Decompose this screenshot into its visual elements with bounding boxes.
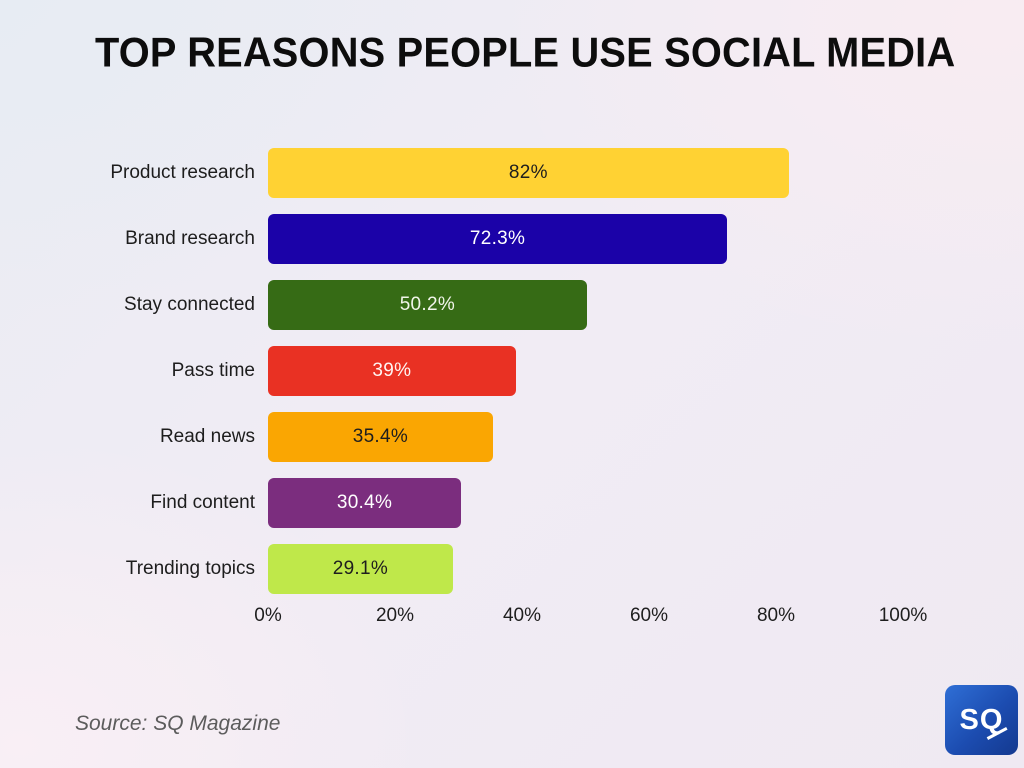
bar-value-label: 35.4% — [352, 426, 409, 447]
bar-chart: Product research 82% Brand research 72.3% St… — [0, 148, 960, 610]
bar-track: 82% — [268, 148, 903, 198]
category-label: Product research — [110, 162, 255, 183]
bar-row: Brand research 72.3% — [0, 214, 960, 264]
bar-value-label: 30.4% — [336, 492, 393, 513]
x-axis: 0% 20% 40% 60% 80% 100% — [254, 605, 927, 629]
bar-row: Read news 35.4% — [0, 412, 960, 462]
bar: 29.1% — [268, 544, 453, 594]
bar-track: 30.4% — [268, 478, 903, 528]
x-axis-tick-label: 60% — [629, 605, 669, 626]
sq-logo-text: SQ — [960, 704, 1008, 740]
bar-track: 50.2% — [268, 280, 903, 330]
x-axis-tick-label: 100% — [878, 605, 928, 626]
bar: 72.3% — [268, 214, 728, 264]
bar: 35.4% — [268, 412, 493, 462]
bar-row: Trending topics 29.1% — [0, 544, 960, 594]
x-axis-tick-label: 0% — [254, 605, 282, 626]
bar-value-label: 39% — [372, 360, 412, 381]
chart-title: TOP REASONS PEOPLE USE SOCIAL MEDIA — [95, 30, 956, 77]
bar-track: 29.1% — [268, 544, 903, 594]
category-label: Brand research — [125, 228, 255, 249]
sq-magazine-logo: SQ — [945, 685, 1018, 755]
source-note: Source: SQ Magazine — [75, 712, 281, 735]
bar-track: 72.3% — [268, 214, 903, 264]
bar: 39% — [268, 346, 516, 396]
bar-rows: Product research 82% Brand research 72.3% St… — [0, 148, 960, 594]
category-label: Pass time — [171, 360, 255, 381]
category-label: Trending topics — [125, 558, 255, 579]
x-axis-tick-label: 80% — [756, 605, 796, 626]
bar-track: 35.4% — [268, 412, 903, 462]
bar-value-label: 72.3% — [469, 228, 526, 249]
bar-row: Product research 82% — [0, 148, 960, 198]
bar: 30.4% — [268, 478, 462, 528]
category-label: Stay connected — [124, 294, 255, 315]
bar-value-label: 82% — [508, 162, 548, 183]
bar: 82% — [268, 148, 789, 198]
category-label: Read news — [159, 426, 255, 447]
bar-track: 39% — [268, 346, 903, 396]
bar-value-label: 29.1% — [332, 558, 389, 579]
bar: 50.2% — [268, 280, 587, 330]
bar-row: Stay connected 50.2% — [0, 280, 960, 330]
bar-row: Pass time 39% — [0, 346, 960, 396]
x-axis-tick-label: 40% — [502, 605, 542, 626]
category-label: Find content — [150, 492, 255, 513]
bar-value-label: 50.2% — [399, 294, 456, 315]
bar-row: Find content 30.4% — [0, 478, 960, 528]
x-axis-tick-label: 20% — [375, 605, 415, 626]
